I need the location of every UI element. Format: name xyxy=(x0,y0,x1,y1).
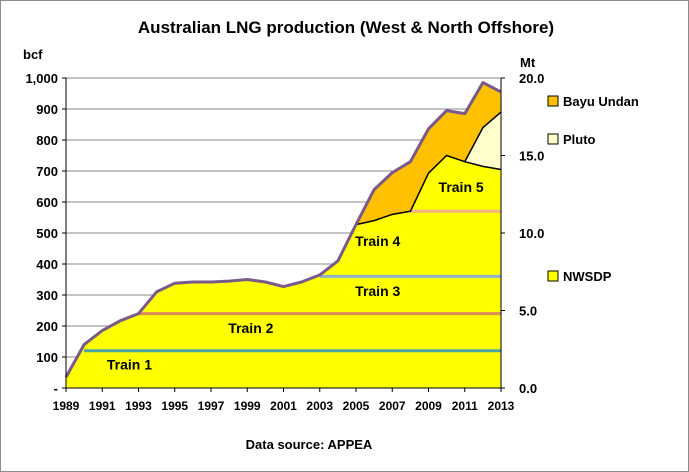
y-left-tick-label: 300 xyxy=(36,288,58,303)
legend-swatch xyxy=(547,270,559,282)
legend-label: Pluto xyxy=(563,132,596,147)
data-source-note: Data source: APPEA xyxy=(246,437,373,452)
x-tick-label: 1989 xyxy=(53,399,80,413)
chart-title: Australian LNG production (West & North … xyxy=(138,18,554,37)
train-label: Train 2 xyxy=(228,320,273,336)
x-tick-label: 2005 xyxy=(343,399,370,413)
y-left-tick-label: 1,000 xyxy=(25,71,58,86)
y-right-tick-label: 0.0 xyxy=(519,381,537,396)
train-label: Train 3 xyxy=(355,283,400,299)
y-axis-right-label: Mt xyxy=(520,55,536,70)
x-tick-label: 2011 xyxy=(452,399,478,413)
x-tick-label: 1993 xyxy=(125,399,152,413)
legend-label: NWSDP xyxy=(563,269,612,284)
y-right-tick-label: 10.0 xyxy=(519,226,544,241)
legend-swatch xyxy=(547,133,559,145)
y-left-tick-label: 500 xyxy=(36,226,58,241)
x-tick-label: 1995 xyxy=(161,399,188,413)
x-tick-label: 1991 xyxy=(89,399,116,413)
x-tick-label: 2003 xyxy=(306,399,333,413)
y-left-tick-label: 200 xyxy=(36,319,58,334)
y-left-tick-label: 800 xyxy=(36,133,58,148)
pluto-boundary-line xyxy=(464,111,502,163)
x-tick-label: 1999 xyxy=(234,399,261,413)
series-area-nwsdp xyxy=(66,155,501,388)
total-outline xyxy=(64,81,502,378)
train-label: Train 5 xyxy=(439,179,484,195)
y-left-tick-label: 400 xyxy=(36,257,58,272)
legend-swatch xyxy=(547,95,559,107)
axes: - 100 200 300 400 500 600 700 800 900 1,000 0.0 5.0 1… xyxy=(25,71,544,413)
x-tick-label: 2001 xyxy=(270,399,297,413)
nwsdp-boundary-line xyxy=(355,154,502,226)
x-tick-label: 1997 xyxy=(198,399,225,413)
y-left-tick-label: - xyxy=(54,381,58,396)
x-tick-label: 2009 xyxy=(415,399,442,413)
legend-label: Bayu Undan xyxy=(563,94,639,109)
legend: Bayu Undan Pluto NWSDP xyxy=(547,94,639,284)
x-tick-label: 2007 xyxy=(379,399,406,413)
y-left-tick-label: 100 xyxy=(36,350,58,365)
y-left-tick-label: 900 xyxy=(36,102,58,117)
y-axis-left-label: bcf xyxy=(23,47,43,62)
train-label: Train 1 xyxy=(107,356,152,372)
x-tick-label: 2013 xyxy=(488,399,515,413)
plot-area: Train 1 Train 2 Train 3 Train 4 Train 5 xyxy=(64,77,502,389)
train-label: Train 4 xyxy=(355,233,400,249)
y-right-tick-label: 15.0 xyxy=(519,149,544,164)
y-left-tick-label: 600 xyxy=(36,195,58,210)
y-right-tick-label: 5.0 xyxy=(519,304,537,319)
y-left-tick-label: 700 xyxy=(36,164,58,179)
y-right-tick-label: 20.0 xyxy=(519,71,544,86)
